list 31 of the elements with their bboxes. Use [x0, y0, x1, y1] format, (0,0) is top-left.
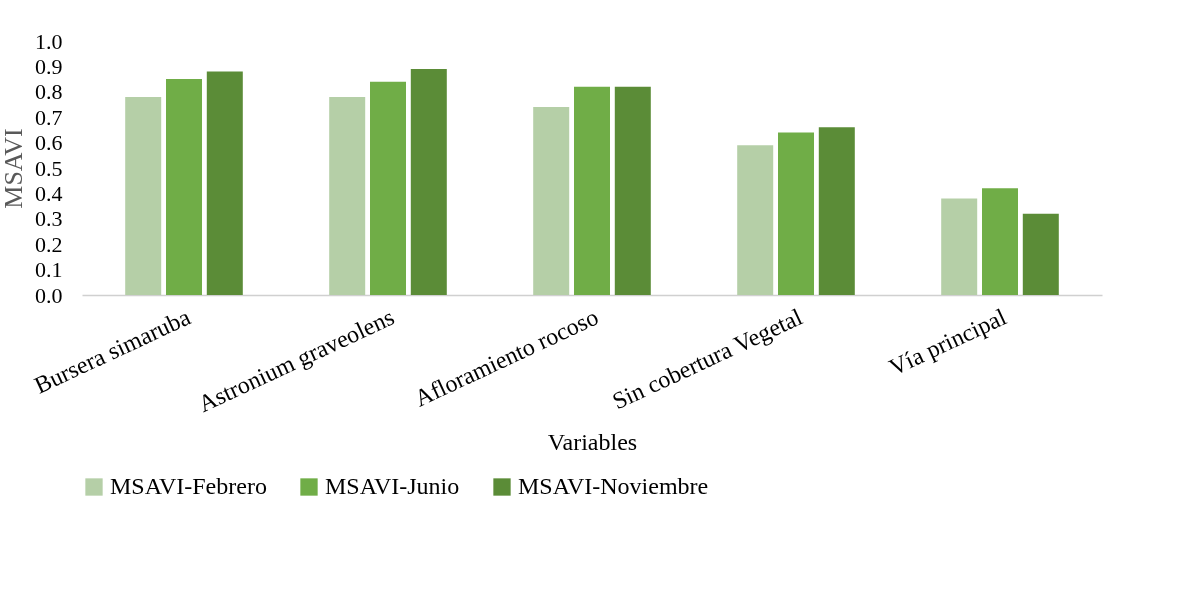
- y-tick-label: 0.4: [35, 180, 63, 206]
- y-tick-label: 0.1: [35, 257, 63, 283]
- bar: [125, 96, 162, 295]
- bar: [206, 71, 243, 295]
- legend-label: MSAVI-Noviembre: [518, 473, 709, 499]
- bar: [737, 145, 774, 295]
- bar: [614, 86, 651, 295]
- bar: [574, 86, 610, 295]
- x-axis-title: Variables: [547, 429, 638, 456]
- y-tick-label: 0.8: [35, 79, 63, 105]
- y-tick-label: 0.2: [35, 231, 63, 257]
- bar: [370, 81, 406, 295]
- y-axis-title: MSAVI: [0, 128, 28, 209]
- bar: [778, 132, 814, 295]
- y-tick-label: 0.3: [35, 206, 63, 232]
- y-tick-label: 1.0: [35, 28, 63, 54]
- y-tick-label: 0.0: [35, 282, 63, 308]
- y-tick-label: 0.5: [35, 155, 63, 181]
- bar: [329, 96, 366, 295]
- bar: [533, 107, 570, 295]
- bar: [1022, 213, 1059, 295]
- legend-label: MSAVI-Febrero: [110, 473, 267, 499]
- legend-label: MSAVI-Junio: [325, 473, 460, 499]
- bar: [941, 198, 978, 295]
- y-tick-label: 0.6: [35, 130, 63, 156]
- y-tick-label: 0.9: [35, 53, 63, 79]
- bar: [166, 79, 202, 295]
- bar: [410, 68, 447, 295]
- y-tick-label: 0.7: [35, 104, 63, 130]
- bar: [982, 188, 1018, 295]
- bar: [818, 127, 855, 295]
